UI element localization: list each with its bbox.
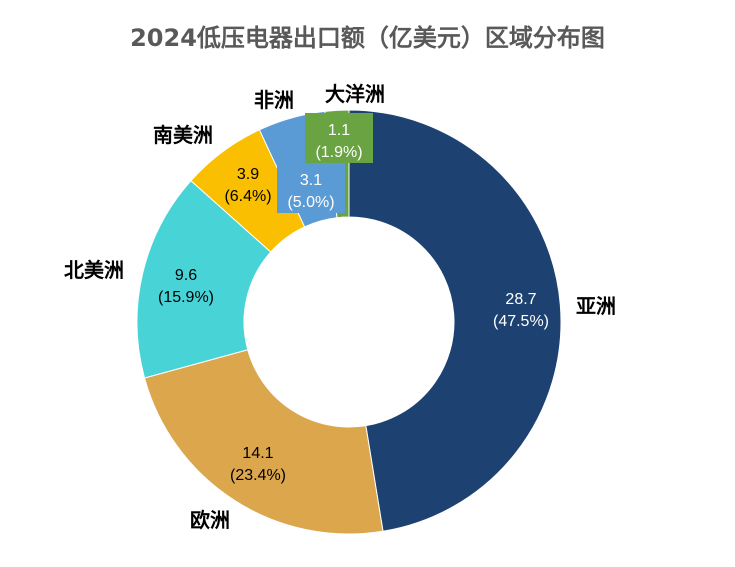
percent-label: (5.0%) xyxy=(287,194,334,211)
slice-0 xyxy=(348,109,562,532)
slice-2 xyxy=(136,179,272,379)
value-label-box-4 xyxy=(277,163,345,213)
percent-label: (1.9%) xyxy=(315,144,362,161)
value-label: 9.6 xyxy=(175,267,197,284)
value-label: 3.1 xyxy=(300,172,322,189)
percent-label: (23.4%) xyxy=(230,467,286,484)
category-label: 南美洲 xyxy=(153,123,213,147)
percent-label: (47.5%) xyxy=(493,313,549,330)
value-label-box-5 xyxy=(305,113,373,163)
value-label: 3.9 xyxy=(237,166,259,183)
category-label: 北美洲 xyxy=(64,258,124,282)
category-label: 大洋洲 xyxy=(325,82,385,106)
category-label: 亚洲 xyxy=(576,294,616,318)
percent-label: (15.9%) xyxy=(158,289,214,306)
percent-label: (6.4%) xyxy=(224,188,271,205)
category-label: 欧洲 xyxy=(190,508,230,532)
category-label: 非洲 xyxy=(254,88,294,112)
slice-1 xyxy=(143,349,384,535)
value-label: 14.1 xyxy=(242,445,273,462)
value-label: 1.1 xyxy=(328,122,350,139)
chart-title: 2024低压电器出口额（亿美元）区域分布图 xyxy=(130,24,605,52)
value-label: 28.7 xyxy=(505,291,536,308)
